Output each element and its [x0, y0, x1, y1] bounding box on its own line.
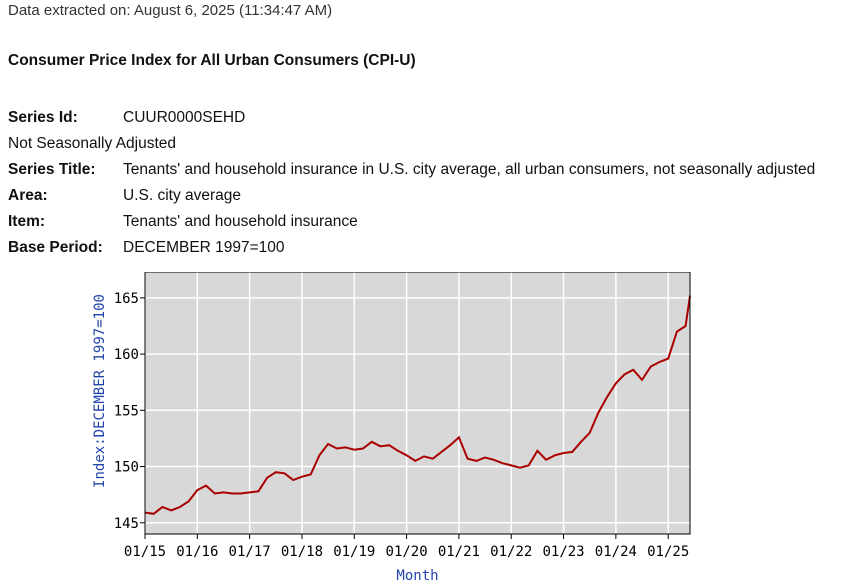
y-tick-label: 150: [114, 460, 139, 476]
y-axis: 145 150 155 160 165: [114, 291, 145, 532]
base-period-label: Base Period:: [8, 239, 103, 256]
x-tick-label: 01/19: [333, 544, 375, 560]
series-metadata: Series Id: CUUR0000SEHD Not Seasonally Ad…: [8, 108, 815, 264]
y-tick-label: 160: [114, 347, 139, 363]
plot-area: [145, 272, 690, 534]
x-tick-label: 01/16: [176, 544, 218, 560]
x-tick-label: 01/24: [595, 544, 637, 560]
series-title-value: Tenants' and household insurance in U.S.…: [123, 161, 816, 178]
item-row: Item: Tenants' and household insurance: [8, 212, 815, 238]
y-tick-label: 145: [114, 516, 139, 532]
y-axis-label: Index:DECEMBER 1997=100: [92, 294, 108, 488]
series-id-label: Series Id:: [8, 109, 78, 126]
x-tick-label: 01/20: [386, 544, 428, 560]
series-id-value: CUUR0000SEHD: [123, 109, 246, 126]
area-value: U.S. city average: [123, 187, 242, 204]
x-tick-label: 01/22: [490, 544, 532, 560]
x-tick-label: 01/23: [542, 544, 584, 560]
y-tick-label: 165: [114, 291, 139, 307]
extraction-timestamp: Data extracted on: August 6, 2025 (11:34…: [8, 2, 333, 19]
series-id-row: Series Id: CUUR0000SEHD: [8, 108, 815, 134]
page-title: Consumer Price Index for All Urban Consu…: [8, 52, 416, 69]
y-tick-label: 155: [114, 403, 139, 419]
series-line: [144, 295, 691, 515]
area-row: Area: U.S. city average: [8, 186, 815, 212]
item-value: Tenants' and household insurance: [123, 213, 358, 230]
x-tick-label: 01/17: [229, 544, 271, 560]
item-label: Item:: [8, 213, 46, 230]
series-title-row: Series Title: Tenants' and household insu…: [8, 160, 815, 186]
adjustment-value: Not Seasonally Adjusted: [8, 135, 177, 152]
x-tick-label: 01/25: [647, 544, 689, 560]
x-tick-label: 01/15: [124, 544, 166, 560]
series-title-label: Series Title:: [8, 161, 96, 178]
adjustment-row: Not Seasonally Adjusted: [8, 134, 815, 160]
x-axis: 01/15 01/16 01/17 01/18 01/19 01/20 01/21 01/22…: [124, 534, 689, 560]
base-period-row: Base Period: DECEMBER 1997=100: [8, 238, 815, 264]
x-tick-label: 01/18: [281, 544, 323, 560]
area-label: Area:: [8, 187, 48, 204]
x-tick-label: 01/21: [438, 544, 480, 560]
x-axis-label: Month: [396, 568, 438, 584]
plot-frame: [144, 272, 691, 535]
base-period-value: DECEMBER 1997=100: [123, 239, 285, 256]
